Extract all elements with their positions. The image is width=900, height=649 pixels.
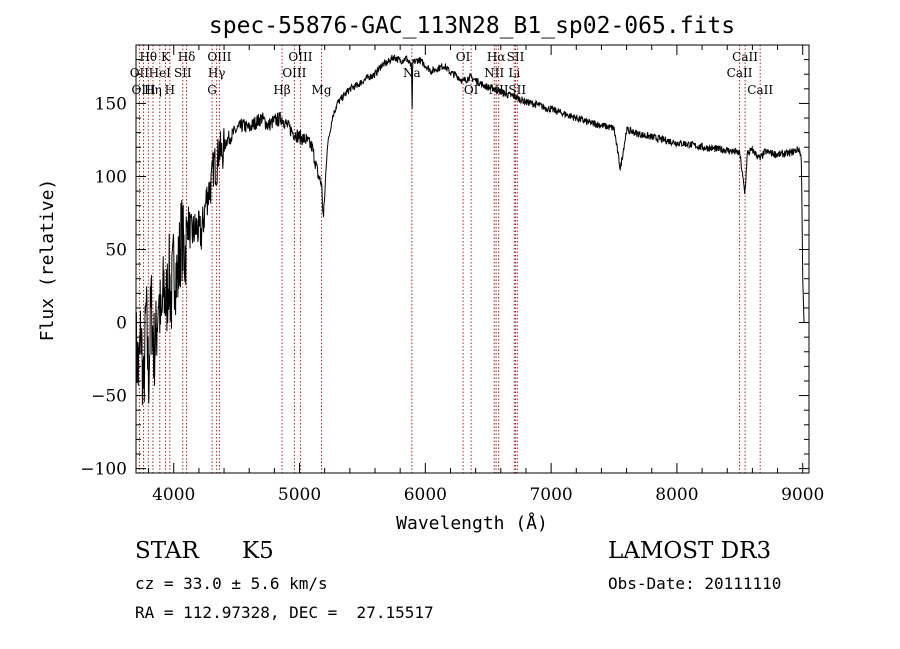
spectral-line-label: Mg xyxy=(312,83,332,97)
spectral-line-label: Hα xyxy=(487,50,506,64)
y-tick-label: 150 xyxy=(95,94,127,114)
spectral-line-label: OII xyxy=(130,66,150,80)
x-tick-label: 8000 xyxy=(655,485,698,505)
spectral-line-label: SII xyxy=(507,50,525,64)
spectral-line-label: OI xyxy=(456,50,471,64)
x-tick-label: 7000 xyxy=(529,485,572,505)
spectral-line-label: OIII xyxy=(282,66,306,80)
spectral-line-label: G xyxy=(207,83,217,97)
spectral-line-label: SII xyxy=(508,83,526,97)
spectral-line-label: NII xyxy=(484,66,504,80)
object-class: STAR xyxy=(135,538,199,564)
y-tick-label: −100 xyxy=(80,460,127,480)
x-tick-label: 4000 xyxy=(152,485,195,505)
spectral-line-label: Hη xyxy=(144,83,162,97)
chart-title: spec-55876-GAC_113N28_B1_sp02-065.fits xyxy=(209,13,735,39)
flux-line xyxy=(135,54,805,406)
x-tick-label: 5000 xyxy=(278,485,321,505)
y-axis-label: Flux (relative) xyxy=(37,179,58,342)
x-tick-label: 9000 xyxy=(781,485,824,505)
spectral-line-label: Hθ xyxy=(139,50,157,64)
spectral-line-label: OI xyxy=(464,83,479,97)
spectral-line-label: CaII xyxy=(732,50,758,64)
spectral-line-label: SII xyxy=(174,66,192,80)
spectral-line-label: HeI xyxy=(149,66,172,80)
spectral-line-label: CaII xyxy=(747,83,773,97)
x-axis: 4000 5000 6000 7000 8000 9000 xyxy=(148,45,824,505)
y-tick-label: −50 xyxy=(91,387,127,407)
spectral-line-label: Hγ xyxy=(208,66,226,80)
spectral-line-label: Hβ xyxy=(273,83,290,97)
spectral-line-label: Li xyxy=(508,66,520,80)
object-subclass: K5 xyxy=(242,538,274,564)
y-tick-label: 50 xyxy=(105,241,127,261)
spectral-line-label: CaII xyxy=(727,66,753,80)
spectral-line-label: H xyxy=(165,83,175,97)
observation-date: Obs-Date: 20111110 xyxy=(608,574,782,593)
flux-series xyxy=(135,54,805,406)
spectral-line-markers xyxy=(138,45,761,473)
spectral-line-label: K xyxy=(161,50,171,64)
spectral-line-label: OIII xyxy=(288,50,312,64)
spectrum-chart: spec-55876-GAC_113N28_B1_sp02-065.fits H… xyxy=(37,13,824,534)
x-axis-label: Wavelength (Å) xyxy=(396,512,548,534)
y-tick-label: 100 xyxy=(95,167,127,187)
coordinates-readout: RA = 112.97328, DEC = 27.15517 xyxy=(135,603,434,622)
plot-frame xyxy=(135,44,810,474)
y-axis: −100 −50 0 50 100 150 xyxy=(80,59,809,480)
spectral-line-label: Hδ xyxy=(178,50,196,64)
y-tick-label: 0 xyxy=(116,314,127,334)
spectral-line-label: OIII xyxy=(207,50,231,64)
x-tick-label: 6000 xyxy=(404,485,447,505)
redshift-readout: cz = 33.0 ± 5.6 km/s xyxy=(135,574,328,593)
spectral-line-label: OIII xyxy=(132,83,156,97)
survey-name: LAMOST DR3 xyxy=(608,538,772,564)
